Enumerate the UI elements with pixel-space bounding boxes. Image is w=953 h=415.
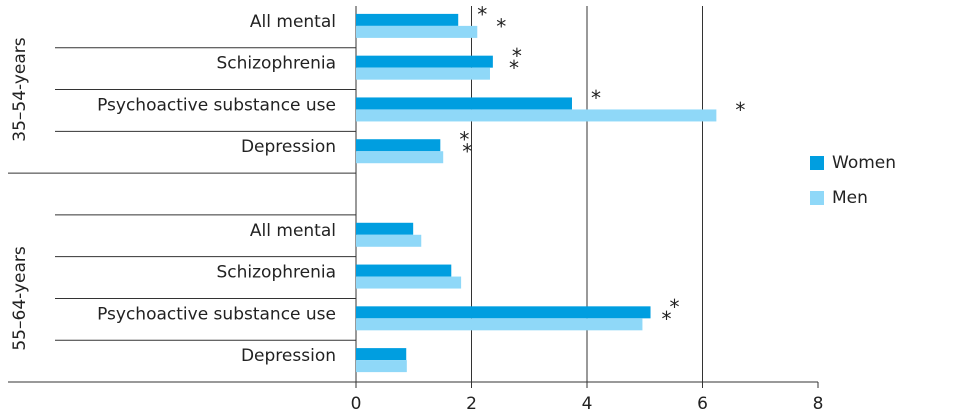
category-label: Depression [241, 137, 336, 157]
significance-marker: * [512, 44, 522, 68]
category-label: Schizophrenia [216, 54, 336, 74]
bar [356, 97, 572, 110]
significance-marker: * [591, 86, 601, 110]
bar [356, 139, 441, 152]
bar [356, 25, 478, 38]
significance-marker: * [459, 128, 469, 152]
bar [356, 55, 493, 68]
legend-label: Women [832, 153, 896, 173]
group-label: 35–54-years [10, 37, 30, 142]
significance-marker: * [496, 14, 506, 38]
bar [356, 348, 407, 361]
x-tick-label: 6 [697, 394, 708, 414]
bar [356, 318, 643, 331]
significance-marker: * [509, 56, 519, 80]
bar [356, 222, 414, 235]
bar [356, 306, 651, 319]
significance-marker: * [477, 2, 487, 26]
category-label: Psychoactive substance use [97, 95, 336, 115]
legend-swatch [810, 191, 824, 205]
bar [356, 276, 462, 289]
legend-label: Men [832, 188, 868, 208]
bar [356, 264, 452, 277]
category-label: All mental [250, 12, 336, 32]
category-label: Psychoactive substance use [97, 304, 336, 324]
x-tick-label: 2 [466, 394, 477, 414]
bar [356, 109, 717, 122]
category-label: Schizophrenia [216, 263, 336, 283]
bar [356, 13, 459, 26]
significance-marker: * [670, 295, 680, 319]
category-label: All mental [250, 221, 336, 241]
x-tick-label: 4 [582, 394, 593, 414]
x-tick-label: 8 [813, 394, 824, 414]
x-tick-label: 0 [351, 394, 362, 414]
category-label: Depression [241, 346, 336, 366]
bar [356, 151, 444, 164]
bar [356, 360, 407, 373]
significance-marker: * [462, 140, 472, 164]
legend-swatch [810, 156, 824, 170]
significance-marker: * [661, 307, 671, 331]
bar [356, 234, 422, 247]
group-label: 55–64-years [10, 246, 30, 351]
significance-marker: * [735, 98, 745, 122]
bar [356, 67, 490, 80]
